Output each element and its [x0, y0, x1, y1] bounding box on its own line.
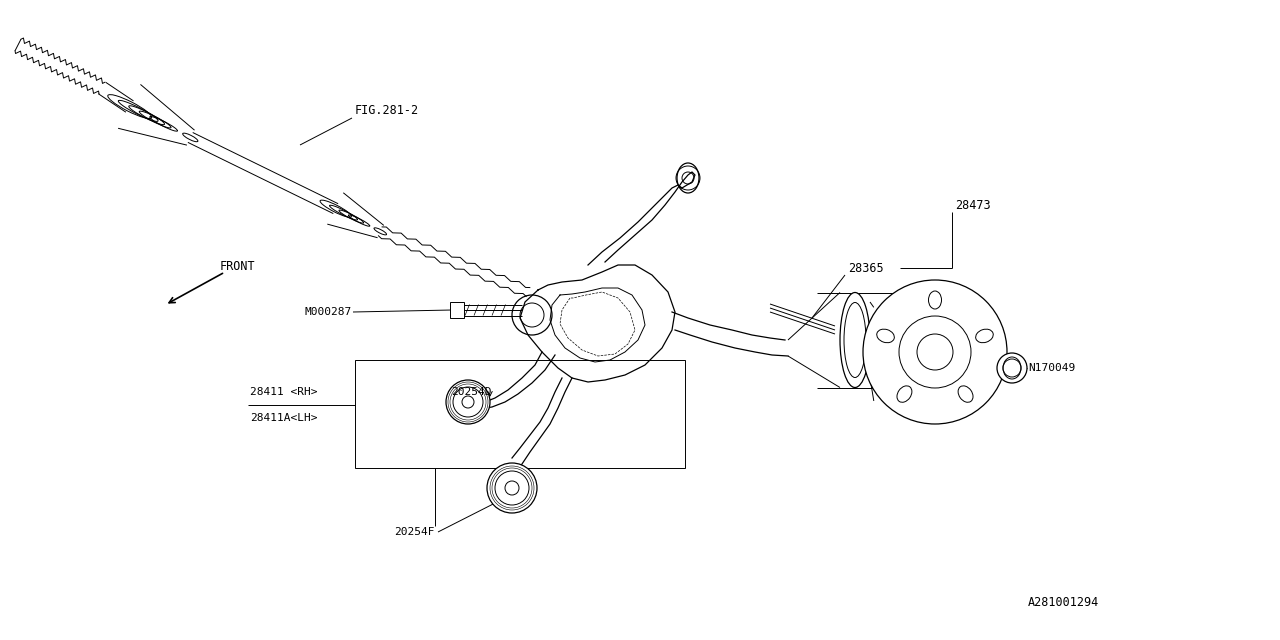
Circle shape	[997, 353, 1027, 383]
Text: 28411A<LH>: 28411A<LH>	[250, 413, 317, 423]
Circle shape	[863, 280, 1007, 424]
Bar	[355, 360, 685, 468]
Circle shape	[486, 463, 538, 513]
Text: FIG.281-2: FIG.281-2	[355, 104, 419, 116]
Text: 20254F: 20254F	[394, 527, 435, 537]
Text: 28473: 28473	[955, 198, 991, 211]
Ellipse shape	[877, 329, 895, 342]
Text: FRONT: FRONT	[220, 259, 256, 273]
Ellipse shape	[975, 329, 993, 342]
Text: 28411 <RH>: 28411 <RH>	[250, 387, 317, 397]
Ellipse shape	[928, 291, 942, 309]
Text: N170049: N170049	[1028, 363, 1075, 373]
Ellipse shape	[897, 386, 911, 403]
Text: A281001294: A281001294	[1028, 595, 1100, 609]
Circle shape	[445, 380, 490, 424]
Bar	[451, 302, 463, 318]
Text: 28365: 28365	[849, 262, 883, 275]
Text: 20254D: 20254D	[452, 387, 492, 397]
Text: M000287: M000287	[305, 307, 352, 317]
Ellipse shape	[840, 292, 870, 387]
Ellipse shape	[959, 386, 973, 403]
